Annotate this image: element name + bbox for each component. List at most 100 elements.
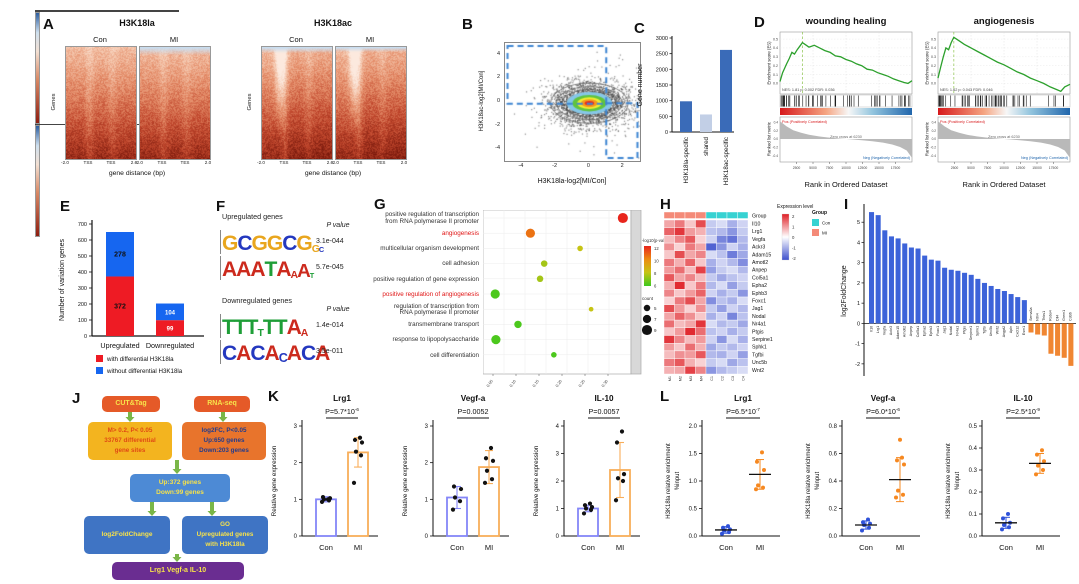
panel-label-d: D [754, 14, 765, 31]
y-tick-label: 0.2 [829, 507, 838, 513]
es-tick-label: 0.1 [773, 73, 778, 77]
bar-label: Jag1 [942, 326, 946, 334]
heatmap-cell [663, 242, 675, 251]
bar-label: Epha2 [922, 326, 926, 336]
gsea-stats: NES: 1.62 p: 0.043 FDR: 0.046 [940, 88, 993, 92]
heatmap-column-label: MI [169, 35, 179, 44]
x-tick-label: -2.0 [135, 160, 143, 165]
data-point [895, 458, 899, 463]
panel-label-c: C [634, 20, 645, 37]
expression-plot-Vegf-a: Vegf-a P=0.0052 0 1 2 3 Con MI Relative gene exp… [402, 394, 509, 552]
legend-title: Expression level [777, 204, 813, 210]
motif-base-A: A [315, 342, 330, 366]
metric-tick-label: 0.0 [774, 137, 779, 141]
coverage-heatmap-H3K18la-Con [65, 46, 137, 160]
gene-label: Ptgis [752, 329, 764, 335]
bar-label: Vegfa [883, 326, 887, 335]
heatmap-cell [705, 227, 717, 236]
heatmap-cell [716, 235, 728, 244]
heatmap-cell [674, 342, 686, 352]
go-dot [514, 320, 522, 329]
heatmap-cell [684, 265, 696, 275]
heatmap-cell [695, 335, 707, 344]
metric-axis-label: Ranked list metric [766, 121, 772, 157]
y-axis-label: %input [815, 472, 821, 491]
heatmap-cell [695, 312, 707, 321]
heatmap-cell [695, 273, 707, 282]
p-value: P=2.5*10-9 [1006, 407, 1040, 416]
p-value: P=0.0057 [589, 407, 620, 416]
heatmap-cell [684, 366, 696, 375]
heatmap-cell [674, 319, 686, 328]
go-term-label: cell adhesion [442, 260, 479, 268]
heatmap-cell [663, 304, 675, 313]
rank-tick-label: 7500 [826, 166, 834, 170]
heatmap-cell [737, 281, 749, 290]
panel-f-motifs: F Upregulated genes P value G C G G C G G C 3.1e-0… [212, 196, 372, 392]
data-point [867, 525, 871, 530]
heatmap-cell [705, 289, 717, 298]
heatmap-cell [663, 227, 675, 236]
gene-label: Jag1 [752, 306, 763, 312]
motif-section-title: Upregulated genes [222, 212, 283, 221]
motif-base-C: C [300, 342, 316, 366]
heatmap-cell [716, 335, 728, 344]
x-category-label: MI [485, 543, 493, 552]
enrichment-plot-Vegf-a: Vegf-a P=6.0*10-6 0.0 0.2 0.4 0.6 0.8 Con MI H3K1… [806, 394, 920, 552]
pos-correlated-label: Pos (Positively Correlated) [782, 120, 828, 124]
gsea-plot-wounding-healing: 0.5 0.4 0.3 0.2 0.1 0.0 NES: 1.81 p: 0.002 FDR… [773, 31, 913, 170]
heatmap-cell [663, 281, 675, 290]
legend-swatch [96, 355, 103, 362]
y-tick-label: 0 [294, 534, 298, 540]
gene-label: Amotl2 [752, 260, 768, 266]
data-point [860, 528, 864, 533]
motif-base-A: A [286, 342, 302, 366]
y-tick-label: 4 [556, 424, 560, 430]
x-tick-label: 0.30 [600, 378, 609, 388]
panel-label-e: E [60, 198, 71, 215]
bar-label: Cxcl12 [1016, 326, 1020, 337]
group-row-label: Group [752, 214, 767, 220]
rank-tick-label: 5000 [967, 166, 975, 170]
x-tick-label: TES [106, 160, 116, 165]
rank-tick-label: 12500 [1016, 166, 1026, 170]
es-axis-label: Enrichment score (ES) [924, 41, 930, 85]
ranked-metric-area [780, 121, 912, 158]
bar [680, 101, 692, 132]
group-annotation-cell [684, 211, 696, 219]
data-point [721, 525, 725, 530]
rank-tick-label: 12500 [858, 166, 868, 170]
motif-base-C: C [282, 232, 297, 256]
bar-label: Anpep [909, 326, 913, 336]
motif-base-C: C [250, 342, 265, 366]
legend-tick: -1 [792, 246, 796, 251]
legend-size-title: count [642, 296, 654, 301]
bar [1055, 323, 1061, 356]
data-point [756, 483, 760, 488]
rank-axis-label: Rank in Ordered Dataset [804, 180, 888, 189]
motif-base-T: T [257, 326, 264, 339]
heatmap-cell [737, 335, 749, 344]
es-tick-label: 0.1 [931, 73, 936, 77]
column-label: M1 [668, 376, 672, 381]
legend-swatch [96, 367, 103, 374]
motif-base-A: A [236, 258, 251, 282]
bar-label: Grem1 [1062, 310, 1066, 321]
data-point [457, 499, 463, 504]
heatmap-cell [705, 358, 717, 367]
heatmap-cell [726, 342, 738, 352]
enrichment-plot-Lrg1: Lrg1 P=6.5*10-7 0.0 0.5 1.0 1.5 2.0 Con MI H3K18l… [666, 394, 780, 552]
heatmap-cell [737, 250, 749, 259]
heatmap-cell [737, 296, 749, 305]
y-axis-label: Relative gene expression [533, 445, 540, 516]
bar [1035, 323, 1041, 335]
bar [1015, 297, 1021, 324]
heatmap-cell [695, 242, 707, 251]
y-tick-label: 500 [659, 114, 668, 120]
bar-label: Nodal [949, 326, 953, 336]
x-tick-label: 0.05 [485, 378, 494, 388]
heatmap-cell [684, 327, 696, 336]
legend-color-title: -log10(p-value) [642, 238, 671, 243]
heatmap-cell [726, 335, 738, 344]
p-value: P=0.0052 [458, 407, 489, 416]
